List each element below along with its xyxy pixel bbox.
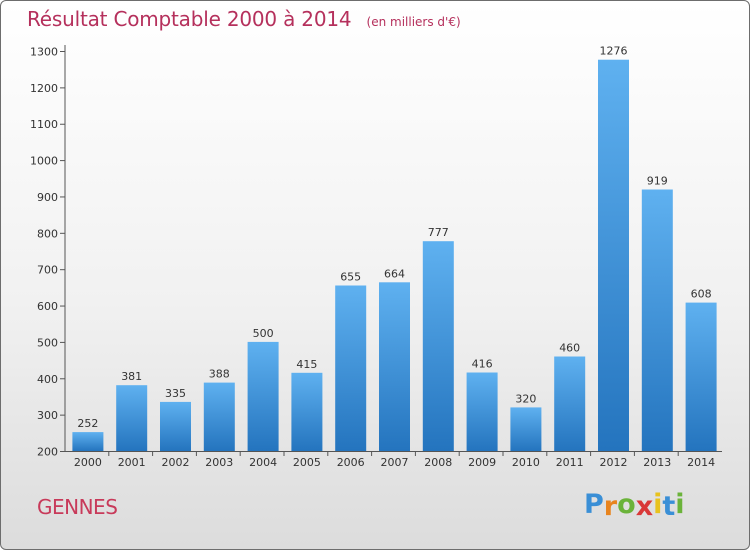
data-label: 919 (647, 175, 668, 188)
bar (422, 241, 454, 451)
data-label: 608 (691, 288, 712, 301)
x-tick-label: 2000 (74, 456, 102, 469)
x-axis: 2000 2001 2002 2003 2004 2005 2006 2007 2008 2009… (65, 451, 722, 469)
x-tick-label: 2010 (512, 456, 540, 469)
bar (247, 341, 279, 451)
y-tick-label: 1000 (30, 155, 58, 168)
data-label: 777 (428, 226, 449, 239)
x-tick-label: 2008 (424, 456, 452, 469)
y-tick-label: 700 (37, 264, 58, 277)
logo-letter: t (662, 491, 676, 522)
y-tick-label: 200 (37, 446, 58, 459)
x-tick-label: 2013 (643, 456, 671, 469)
x-tick-label: 2007 (381, 456, 409, 469)
x-tick-label: 2003 (205, 456, 233, 469)
logo-letter: P (584, 489, 604, 520)
x-tick-label: 2012 (600, 456, 628, 469)
x-tick-label: 2005 (293, 456, 321, 469)
commune-name: GENNES (37, 495, 118, 519)
x-tick-label: 2001 (118, 456, 146, 469)
logo-letter: i (675, 489, 685, 520)
y-tick-label: 600 (37, 300, 58, 313)
data-label: 416 (472, 358, 493, 371)
x-tick-label: 2011 (556, 456, 584, 469)
chart-title: Résultat Comptable 2000 à 2014 (27, 7, 352, 31)
proxiti-logo[interactable]: Proxiti (584, 489, 685, 522)
bar (554, 356, 586, 451)
x-tick-label: 2006 (337, 456, 365, 469)
chart-subtitle: (en milliers d'€) (366, 15, 461, 29)
logo-letter: x (635, 491, 654, 522)
title-row: Résultat Comptable 2000 à 2014 (en milli… (27, 7, 461, 31)
bar (641, 189, 673, 451)
bar (72, 432, 104, 451)
y-tick-label: 900 (37, 191, 58, 204)
bars: 252 381 335 388 500 415 655 664 777 416 320 460 1276… (72, 45, 717, 451)
data-label: 500 (253, 327, 274, 340)
logo-letter: o (617, 489, 636, 520)
bar (116, 385, 148, 451)
bar (379, 282, 410, 451)
data-label: 415 (296, 358, 317, 371)
bar (335, 285, 367, 451)
data-label: 335 (165, 387, 186, 400)
x-tick-label: 2002 (162, 456, 190, 469)
y-tick-label: 800 (37, 227, 58, 240)
bar (203, 382, 235, 451)
logo-letter: r (603, 491, 618, 522)
y-tick-label: 400 (37, 373, 58, 386)
data-label: 1276 (600, 45, 628, 58)
y-axis: 200 300 400 500 600 700 800 900 1000 1100 1200 1300 (30, 45, 66, 459)
y-tick-label: 1200 (30, 82, 58, 95)
x-tick-label: 2009 (468, 456, 496, 469)
x-tick-label: 2004 (249, 456, 277, 469)
data-label: 460 (559, 342, 580, 355)
x-tick-label: 2014 (687, 456, 715, 469)
data-label: 381 (121, 370, 142, 383)
data-label: 320 (515, 392, 536, 405)
data-label: 388 (209, 368, 230, 381)
y-tick-label: 1300 (30, 46, 58, 59)
bar (685, 302, 717, 451)
bar (510, 407, 542, 451)
y-tick-label: 1100 (30, 118, 58, 131)
logo-letter: i (653, 489, 663, 520)
y-tick-label: 500 (37, 336, 58, 349)
data-label: 655 (340, 271, 361, 284)
bar (160, 401, 191, 451)
y-tick-label: 300 (37, 409, 58, 422)
bar (291, 372, 323, 451)
data-label: 664 (384, 267, 405, 280)
bar (466, 372, 498, 451)
bar (598, 59, 629, 451)
data-label: 252 (77, 417, 98, 430)
